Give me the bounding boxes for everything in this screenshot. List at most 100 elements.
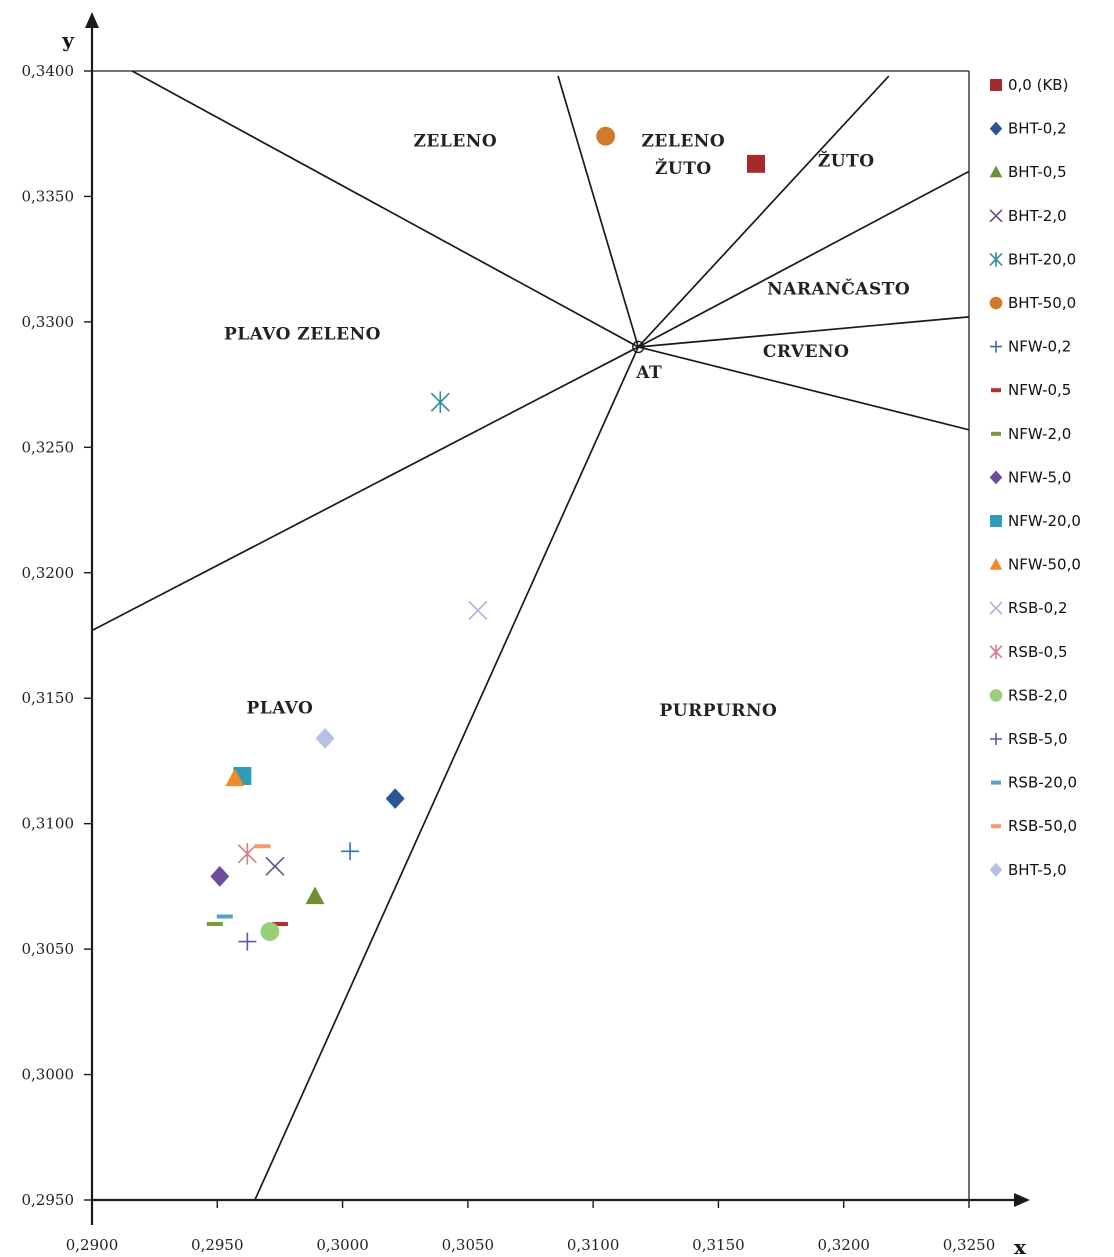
- legend-label: RSB-0,5: [1008, 643, 1068, 661]
- legend-marker: [989, 689, 1003, 702]
- region-label: ZELENO: [642, 131, 726, 151]
- data-point: [271, 922, 288, 927]
- boundary-line: [637, 170, 970, 348]
- data-point: [238, 932, 257, 951]
- legend-marker: [990, 340, 1002, 353]
- legend-label: NFW-0,2: [1008, 338, 1071, 356]
- legend-marker: [989, 165, 1003, 178]
- legend-label: RSB-0,2: [1008, 599, 1068, 617]
- x-tick-label: 0,3150: [692, 1236, 745, 1254]
- y-tick-label: 0,3150: [22, 689, 75, 707]
- data-point: [385, 788, 405, 809]
- legend-label: NFW-20,0: [1008, 512, 1081, 530]
- boundary-line: [638, 346, 970, 431]
- data-point: [216, 914, 233, 919]
- legend-marker: [991, 431, 1001, 436]
- y-tick-label: 0,3350: [22, 187, 75, 205]
- data-point: [225, 768, 245, 787]
- data-point: [260, 922, 280, 941]
- legend-marker: [989, 601, 1003, 615]
- x-tick-label: 0,2950: [191, 1236, 244, 1254]
- region-boundaries: AT: [91, 70, 970, 1201]
- region-label: PLAVO ZELENO: [224, 324, 381, 344]
- region-label: ŽUTO: [818, 150, 875, 171]
- region-label: CRVENO: [763, 342, 850, 362]
- region-label: PLAVO: [246, 698, 313, 718]
- region-label: ZELENO: [414, 131, 498, 151]
- achromatic-point-label: AT: [635, 363, 662, 383]
- y-tick-label: 0,3050: [22, 940, 75, 958]
- legend-marker: [990, 515, 1002, 527]
- data-point: [747, 154, 766, 173]
- y-tick-label: 0,2950: [22, 1191, 75, 1209]
- boundary-line: [131, 70, 639, 348]
- y-tick-label: 0,3300: [22, 313, 75, 331]
- x-tick-label: 0,3000: [316, 1236, 369, 1254]
- legend: 0,0 (KB) BHT-0,2 BHT-0,5 BHT-2,0 BHT-20,0 BHT…: [989, 76, 1081, 879]
- data-point: [305, 886, 325, 905]
- region-labels: ZELENO ZELENO ŽUTO ŽUTO NARANČASTO CRVENO PLAV…: [224, 131, 910, 721]
- boundary-line: [91, 346, 639, 632]
- achromatic-point: [632, 340, 645, 354]
- legend-label: 0,0 (KB): [1008, 76, 1068, 94]
- region-label: PURPURNO: [660, 701, 778, 721]
- y-axis-label: y: [61, 28, 75, 52]
- legend-label: BHT-5,0: [1008, 861, 1067, 879]
- legend-marker: [991, 780, 1001, 785]
- legend-label: RSB-2,0: [1008, 686, 1068, 704]
- data-point: [468, 600, 488, 620]
- legend-marker: [989, 644, 1003, 659]
- data-point: [206, 922, 223, 927]
- data-point: [430, 391, 450, 413]
- boundary-line: [557, 75, 640, 348]
- legend-marker: [991, 824, 1001, 829]
- x-tick-label: 0,2900: [66, 1236, 119, 1254]
- legend-marker: [989, 121, 1003, 136]
- x-axis-label: x: [1014, 1235, 1027, 1257]
- x-tick-label: 0,3050: [442, 1236, 495, 1254]
- y-tick-label: 0,3250: [22, 438, 75, 456]
- x-axis-arrow: [1014, 1193, 1030, 1207]
- legend-label: BHT-0,5: [1008, 163, 1067, 181]
- data-point: [315, 728, 335, 749]
- legend-label: BHT-20,0: [1008, 250, 1076, 268]
- data-point: [210, 866, 230, 887]
- y-axis-arrow: [85, 12, 99, 28]
- axes: 0,2900 0,2950 0,3000 0,3050 0,3100 0,3150 0,32…: [22, 12, 1030, 1257]
- y-tick-label: 0,3100: [22, 815, 75, 833]
- legend-marker: [990, 733, 1002, 745]
- boundary-line: [638, 316, 970, 348]
- legend-label: NFW-50,0: [1008, 556, 1081, 574]
- legend-label: RSB-50,0: [1008, 817, 1077, 835]
- y-tick-label: 0,3000: [22, 1066, 75, 1084]
- legend-label: NFW-0,5: [1008, 381, 1071, 399]
- legend-marker: [989, 558, 1003, 570]
- y-tick-label: 0,3200: [22, 564, 75, 582]
- legend-label: NFW-2,0: [1008, 425, 1071, 443]
- legend-marker: [989, 209, 1003, 223]
- legend-label: RSB-5,0: [1008, 730, 1068, 748]
- data-point: [596, 126, 616, 146]
- region-label: ŽUTO: [655, 158, 712, 179]
- x-tick-label: 0,3250: [943, 1236, 996, 1254]
- legend-label: BHT-0,2: [1008, 120, 1067, 138]
- legend-label: NFW-5,0: [1008, 468, 1071, 486]
- y-tick-label: 0,3400: [22, 62, 75, 80]
- x-tick-label: 0,3200: [817, 1236, 870, 1254]
- data-point: [341, 842, 360, 861]
- data-points: [206, 126, 766, 951]
- data-point: [237, 842, 257, 865]
- legend-marker: [989, 252, 1003, 267]
- legend-label: RSB-20,0: [1008, 774, 1077, 792]
- legend-marker: [989, 296, 1003, 310]
- legend-marker: [990, 79, 1002, 91]
- data-point: [265, 856, 285, 876]
- legend-marker: [989, 470, 1003, 485]
- legend-marker: [989, 862, 1003, 877]
- data-point: [254, 844, 271, 849]
- boundary-line: [637, 75, 890, 348]
- region-label: NARANČASTO: [767, 278, 910, 299]
- legend-label: BHT-2,0: [1008, 207, 1067, 225]
- boundary-line: [254, 346, 640, 1201]
